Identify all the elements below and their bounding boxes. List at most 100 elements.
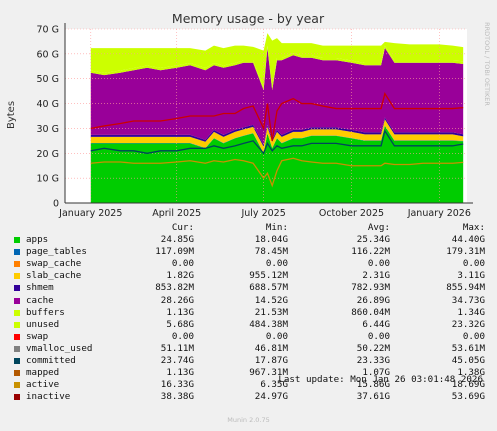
- area-slab-cache: [90, 119, 464, 153]
- line-active: [90, 157, 464, 188]
- legend-cur-value: 0.00: [171, 330, 194, 342]
- legend-row: page_tables 117.09M 78.45M 116.22M 179.31M: [12, 246, 494, 258]
- legend-row: swap_cache 0.00 0.00 0.00 0.00: [12, 258, 494, 270]
- legend-avg-value: 25.34G: [356, 234, 390, 246]
- legend-min-value: 17.87G: [254, 355, 288, 367]
- y-tick-label: 0: [53, 199, 59, 210]
- legend-min-value: 967.31M: [249, 367, 288, 379]
- legend-rows: apps 24.85G 18.04G 25.34G 44.40G page_tables 1…: [12, 234, 494, 403]
- legend-series-name: apps: [26, 234, 49, 246]
- legend-min-value: 0.00: [265, 330, 288, 342]
- legend-swatch: [14, 333, 20, 340]
- x-tick-label: July 2025: [240, 208, 285, 219]
- legend-row: inactive 38.38G 24.97G 37.61G 53.69G: [12, 391, 494, 403]
- legend-swatch: [14, 273, 20, 280]
- legend-max-value: 179.31M: [446, 246, 485, 258]
- legend-max-value: 53.69G: [451, 391, 485, 403]
- legend-series-name: vmalloc_used: [26, 342, 93, 354]
- legend-min-value: 0.00: [265, 258, 288, 270]
- legend-max-value: 18.69G: [451, 379, 485, 391]
- area-unused: [90, 33, 464, 88]
- legend-row: swap 0.00 0.00 0.00 0.00: [12, 331, 494, 343]
- legend-avg-value: 23.33G: [356, 355, 390, 367]
- legend-swatch: [14, 345, 20, 352]
- legend-row: buffers 1.13G 21.53M 860.04M 1.34G: [12, 307, 494, 319]
- line-committed: [90, 129, 464, 155]
- legend-min-value: 6.35G: [260, 379, 288, 391]
- munin-version: Munin 2.0.75: [227, 416, 270, 424]
- legend-swatch: [14, 297, 20, 304]
- legend-max-value: 45.05G: [451, 355, 485, 367]
- legend-header-avg: Avg:: [367, 222, 390, 233]
- legend-swatch: [14, 358, 20, 365]
- legend-series-name: slab_cache: [26, 270, 82, 282]
- legend-avg-value: 0.00: [367, 330, 390, 342]
- legend-swatch: [14, 285, 20, 292]
- x-tick-label: January 2026: [407, 208, 471, 219]
- x-tick-label: October 2025: [319, 208, 384, 219]
- legend-cur-value: 5.68G: [166, 318, 194, 330]
- legend-series-name: page_tables: [26, 246, 87, 258]
- legend-row: cache 28.26G 14.52G 26.89G 34.73G: [12, 295, 494, 307]
- legend-cur-value: 1.82G: [166, 270, 194, 282]
- legend-row: mapped 1.13G 967.31M 1.07G 1.38G: [12, 367, 494, 379]
- legend-series-name: mapped: [26, 367, 60, 379]
- legend-max-value: 34.73G: [451, 294, 485, 306]
- legend-cur-value: 16.33G: [160, 379, 194, 391]
- legend-cur-value: 51.11M: [160, 342, 194, 354]
- y-tick-label: 50 G: [37, 74, 59, 85]
- legend-min-value: 688.57M: [249, 282, 288, 294]
- legend-avg-value: 6.44G: [362, 318, 390, 330]
- legend-max-value: 53.61M: [451, 342, 485, 354]
- chart-title: Memory usage - by year: [172, 11, 325, 26]
- legend-max-value: 0.00: [462, 258, 485, 270]
- legend-max-value: 0.00: [462, 330, 485, 342]
- legend-series-name: active: [26, 379, 60, 391]
- legend-max-value: 44.40G: [451, 234, 485, 246]
- y-tick-label: 60 G: [37, 49, 59, 60]
- legend-cur-value: 1.13G: [166, 306, 194, 318]
- legend-min-value: 14.52G: [254, 294, 288, 306]
- legend-row: slab_cache 1.82G 955.12M 2.31G 3.11G: [12, 270, 494, 282]
- legend-cur-value: 0.00: [171, 258, 194, 270]
- last-update-text: Last update: Mon Jan 26 03:01:48 2026: [278, 374, 483, 385]
- legend-swatch: [14, 237, 20, 244]
- legend-swatch: [14, 249, 20, 256]
- x-tick-label: April 2025: [152, 208, 201, 219]
- legend-cur-value: 28.26G: [160, 294, 194, 306]
- legend-cur-value: 23.74G: [160, 355, 194, 367]
- y-axis-label: Bytes: [6, 101, 17, 129]
- legend-header-min: Min:: [265, 222, 288, 233]
- legend-row: active 16.33G 6.35G 15.86G 18.69G: [12, 379, 494, 391]
- legend-row: shmem 853.82M 688.57M 782.93M 855.94M: [12, 282, 494, 294]
- legend-avg-value: 782.93M: [351, 282, 390, 294]
- legend-series-name: buffers: [26, 306, 65, 318]
- x-tick-label: January 2025: [58, 208, 122, 219]
- legend-swatch: [14, 309, 20, 316]
- legend-avg-value: 2.31G: [362, 270, 390, 282]
- legend-avg-value: 1.07G: [362, 367, 390, 379]
- legend-avg-value: 50.22M: [356, 342, 390, 354]
- legend-min-value: 78.45M: [254, 246, 288, 258]
- y-tick-label: 30 G: [37, 124, 59, 135]
- legend-swatch: [14, 321, 20, 328]
- memory-usage-chart: Memory usage - by year Bytes RRDTOOL / T…: [6, 11, 491, 219]
- legend-max-value: 855.94M: [446, 282, 485, 294]
- legend-min-value: 484.38M: [249, 318, 288, 330]
- legend-min-value: 46.81M: [254, 342, 288, 354]
- legend-series-name: cache: [26, 294, 54, 306]
- legend-swatch: [14, 261, 20, 268]
- y-tick-label: 10 G: [37, 174, 59, 185]
- legend-swatch: [14, 394, 20, 401]
- area-buffers: [90, 45, 464, 91]
- y-tick-label: 70 G: [37, 25, 59, 36]
- area-cache: [90, 47, 464, 145]
- legend: Cur: Min: Avg: Max: apps 24.85G 18.04G 25.3…: [12, 222, 494, 403]
- legend-max-value: 23.32G: [451, 318, 485, 330]
- legend-series-name: committed: [26, 355, 76, 367]
- legend-avg-value: 0.00: [367, 258, 390, 270]
- legend-min-value: 955.12M: [249, 270, 288, 282]
- plot-area: 0 10 G 20 G 30 G 40 G 50 G 60 G 70 G January 202…: [37, 23, 473, 219]
- legend-avg-value: 37.61G: [356, 391, 390, 403]
- legend-cur-value: 1.13G: [166, 367, 194, 379]
